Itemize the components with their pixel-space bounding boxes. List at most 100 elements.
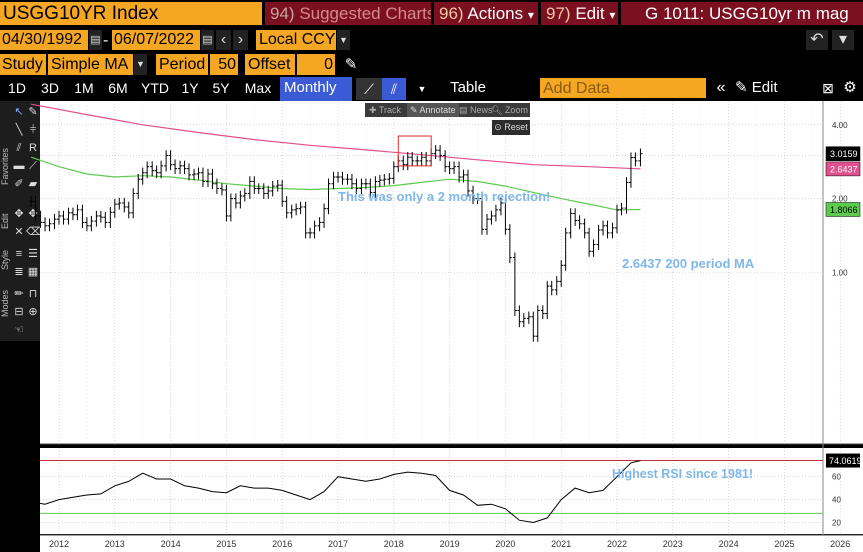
rsi-series [31,460,823,524]
mode-lock-icon[interactable]: ⊟ [14,306,24,318]
value-tag-text-ma200: 2.6437 [830,164,858,174]
period-label: Period [156,54,208,75]
start-date-text: 04/30/1992 [2,31,83,48]
chevron-down-icon[interactable]: ▼ [337,30,350,50]
title-bar: USGG10YR Index 94) Suggested Charts 96) … [0,0,863,27]
eraser-icon[interactable]: ⌫ [26,226,42,238]
range-5y[interactable]: 5Y [212,80,230,96]
actions-menu[interactable]: 96) Actions ▾ [434,2,538,25]
chevron-left-icon[interactable]: ‹ [216,30,231,50]
style-thick-icon[interactable]: ≣ [14,266,24,278]
calendar-icon[interactable]: ▤ [201,30,214,50]
range-1y[interactable]: 1Y [181,80,199,96]
x-tick-label: 2013 [105,539,125,549]
chevron-down-icon: ▾ [527,8,534,22]
move-all-icon[interactable]: ✥ [28,208,38,220]
rsi-tool-icon[interactable]: R [29,142,37,154]
study-label-text: Study [2,56,43,73]
date-bar: 04/30/1992 ▤ - 06/07/2022 ▤ ‹ › Local CC… [0,27,863,53]
range-6m[interactable]: 6M [108,80,128,96]
study-select[interactable]: Simple MA [48,54,133,75]
style-line-icon[interactable]: ≡ [15,248,23,260]
price-chart[interactable]: 4.003.002.001.006040203.01592.64371.8066… [0,101,863,552]
style-grid-icon[interactable]: ▦ [27,266,39,278]
reset-button[interactable]: ⊙ Reset [492,120,530,135]
add-data-input[interactable]: Add Data [540,78,706,98]
currency-text: Local CCY [259,31,336,48]
offset-input[interactable]: 0 [297,54,335,75]
undo-icon[interactable]: ↶ [806,30,828,50]
currency-select[interactable]: Local CCY [256,30,336,50]
mode-pen-icon[interactable]: ✏ [14,288,24,300]
brush-icon[interactable]: ✐ [14,178,24,190]
bar-chart-icon[interactable]: ⫽ [382,78,406,100]
move-icon[interactable]: ✥ [14,208,24,220]
value-tag-ma50 [825,202,861,217]
ma-annotation: 2.6437 200 period MA [622,256,755,271]
y-tick-label: 2.00 [832,195,848,204]
value-tag-last [825,146,861,161]
edit-menu[interactable]: 97) Edit ▾ [541,2,618,25]
calendar-icon[interactable]: ▤ [89,30,102,50]
line-chart-icon[interactable]: ⟋ [356,78,382,100]
line-tool-icon[interactable]: ╲ [15,124,23,136]
suggested-label: Suggested Charts [299,4,431,23]
chart-id-text: G 1011: USGG10yr m mag [645,4,849,23]
cross-line-icon[interactable]: ⫩ [29,124,37,136]
period-input[interactable]: 50 [210,54,238,75]
channel-icon[interactable]: ⫽ [16,142,22,154]
mode-magnify-icon[interactable]: ⊕ [28,306,38,318]
x-tick-label: 2014 [161,539,181,549]
marker-icon[interactable]: ▰ [28,178,38,190]
x-tick-label: 2015 [216,539,236,549]
range-ytd[interactable]: YTD [141,80,169,96]
news-button[interactable]: ▤ News [459,105,493,115]
price-series [29,145,643,342]
track-button[interactable]: ✚ Track [369,105,402,115]
pencil-icon[interactable]: ✎ [28,106,38,118]
collapse-icon[interactable]: « [716,79,726,96]
ruler-icon[interactable]: ▬ [13,160,25,172]
chart-mini-toolbar: ✚ Track ✎ Annotate ▤ News 🔍︎ Zoom [365,103,530,117]
end-date-field[interactable]: 06/07/2022 [112,30,200,50]
table-button[interactable]: Table [450,79,486,96]
range-max[interactable]: Max [244,80,272,96]
mode-hand-icon[interactable]: ☜ [14,324,24,336]
more-icon[interactable]: ▾ [832,30,854,50]
range-1m[interactable]: 1M [74,80,94,96]
start-date-field[interactable]: 04/30/1992 [0,30,88,50]
chevron-down-icon[interactable]: ▼ [417,84,427,94]
reset-label: Reset [504,122,528,132]
range-3d[interactable]: 3D [41,80,59,96]
diagonal-icon[interactable]: ⟋ [29,160,37,172]
mode-magnet-icon[interactable]: ⊓ [28,288,38,300]
ticker-field[interactable]: USGG10YR Index [0,2,262,25]
cursor-icon[interactable]: ↖ [14,106,24,118]
ma200-series [30,103,641,170]
edit-num: 97) [546,4,571,23]
ma50-line [30,156,641,211]
range-bar: 1D 3D 1M 6M YTD 1Y 5Y Max Monthly ▼ ⟋ ⫽ … [0,76,863,121]
rejection-rectangle [397,135,432,167]
x-tick-label: 2026 [830,539,850,549]
zoom-button[interactable]: 🔍︎ Zoom [491,105,528,115]
rsi-annotation: Highest RSI since 1981! [612,467,753,481]
annotate-button[interactable]: ✎ Annotate [407,103,459,117]
edit-box-icon[interactable]: ⊠ [822,80,834,96]
x-tick-label: 2020 [495,539,515,549]
rsi-tick-label: 40 [832,496,841,505]
range-1d[interactable]: 1D [8,80,26,96]
value-tag-text-ma50: 1.8066 [830,205,858,215]
style-dash-icon[interactable]: ☰ [28,248,38,260]
offset-value: 0 [324,56,333,73]
x-tick-label: 2021 [551,539,571,549]
delete-icon[interactable]: ✕ [14,226,24,238]
chevron-right-icon[interactable]: › [233,30,248,50]
chevron-down-icon[interactable]: ▼ [134,54,147,75]
track-label: Track [378,105,402,115]
actions-label: Actions [467,4,524,23]
gear-icon[interactable]: ⚙ [843,79,857,96]
suggested-charts-button[interactable]: 94) Suggested Charts [265,2,431,25]
pencil-icon[interactable]: ✎ [344,56,358,73]
rejection-annotation: This was only a 2 month rejection! [338,189,550,204]
